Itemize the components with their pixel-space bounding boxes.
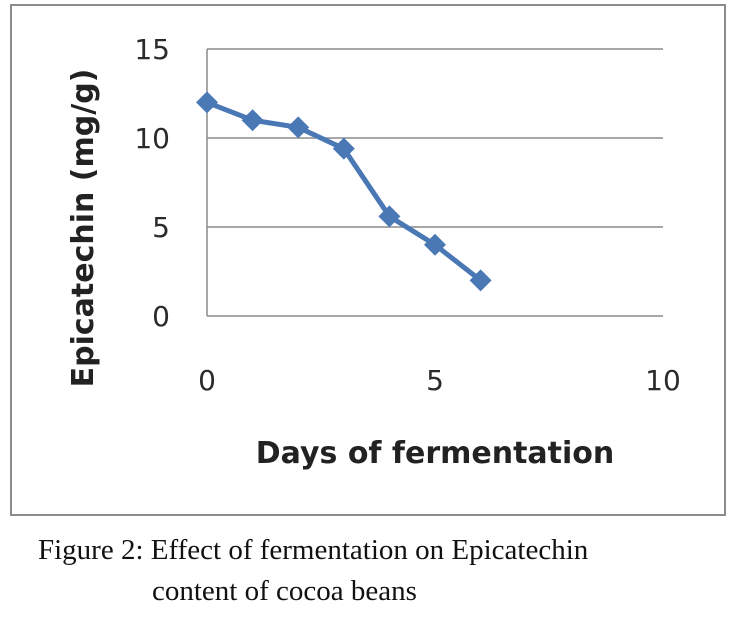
chart-frame	[10, 4, 726, 516]
y-axis-title: Epicatechin (mg/g)	[66, 69, 101, 388]
series-line	[206, 100, 483, 283]
data-point-day-4	[378, 205, 401, 228]
figure-caption-line-1: Figure 2: Effect of fermentation on Epic…	[38, 534, 589, 566]
x-tick-label: 5	[426, 364, 444, 397]
data-point-day-5	[424, 233, 446, 256]
x-axis-title: Days of fermentation	[256, 436, 615, 471]
x-tick-label: 10	[645, 364, 681, 397]
y-tick-label: 5	[152, 211, 170, 244]
figure-caption-line-2: content of cocoa beans	[152, 575, 417, 607]
data-point-day-0	[196, 91, 218, 114]
y-tick-label: 15	[134, 33, 170, 66]
gridlines	[206, 48, 663, 317]
data-point-day-6	[469, 269, 492, 292]
data-point-day-1	[241, 109, 264, 132]
series-epicatechin	[196, 91, 492, 292]
y-tick-label: 10	[134, 122, 170, 155]
x-tick-label: 0	[198, 364, 216, 397]
y-tick-label: 0	[152, 300, 170, 333]
tick-labels: 0 5 10 15 0 5 10	[134, 33, 680, 397]
data-point-day-2	[287, 116, 310, 139]
data-point-day-3	[332, 137, 355, 160]
